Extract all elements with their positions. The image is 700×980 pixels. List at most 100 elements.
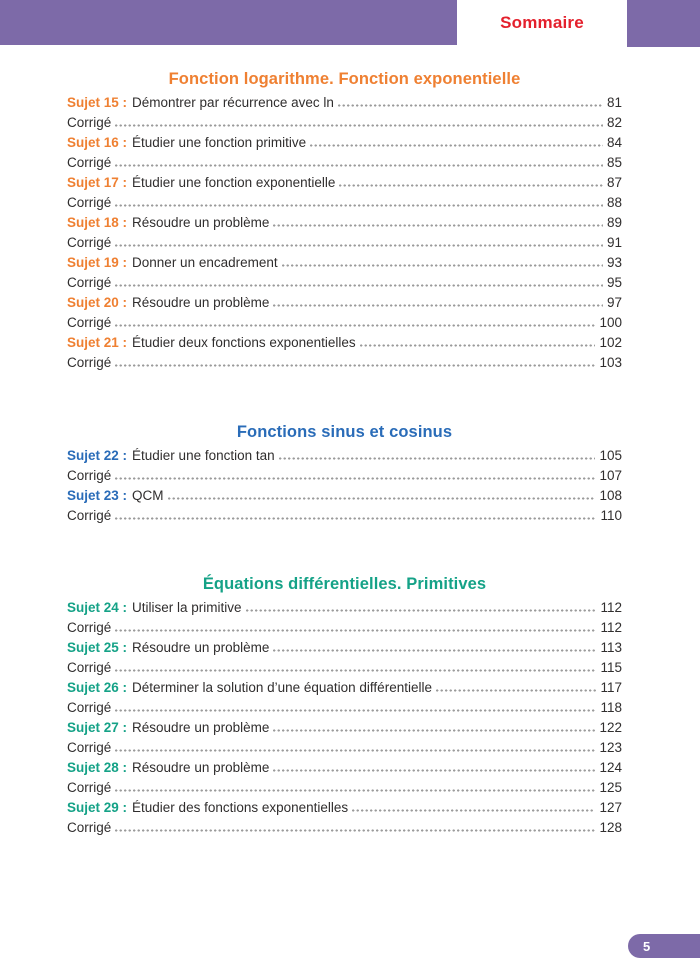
entry-page-number: 115 [600, 660, 622, 675]
dot-leader [115, 284, 603, 287]
entry-subject-label: Sujet 15 : [67, 95, 128, 110]
entry-text: Résoudre un problème [132, 760, 270, 775]
entry-subject-label: Sujet 16 : [67, 135, 128, 150]
toc-rows: Sujet 24 : Utiliser la primitive 112 Corrig… [67, 600, 622, 840]
dot-leader [115, 124, 603, 127]
dot-leader [115, 517, 597, 520]
toc-entry: Corrigé 88 [67, 195, 622, 215]
toc-entry: Sujet 23 : QCM 108 [67, 488, 622, 508]
dot-leader [359, 344, 596, 347]
entry-text: Donner un encadrement [132, 255, 278, 270]
entry-page-number: 123 [599, 740, 622, 755]
entry-text: Étudier deux fonctions exponentielles [132, 335, 356, 350]
dot-leader [273, 729, 596, 732]
entry-subject-label: Sujet 17 : [67, 175, 128, 190]
header-bar-left [0, 0, 457, 45]
toc-entry: Sujet 24 : Utiliser la primitive 112 [67, 600, 622, 620]
section-title: Fonctions sinus et cosinus [236, 423, 453, 441]
toc-entry: Corrigé 100 [67, 315, 622, 335]
dot-leader [281, 264, 603, 267]
entry-page-number: 107 [599, 468, 622, 483]
page-title: Sommaire [500, 12, 584, 32]
entry-text: Résoudre un problème [132, 295, 270, 310]
entry-text: Résoudre un problème [132, 720, 270, 735]
entry-text: Corrigé [67, 780, 112, 795]
entry-page-number: 87 [606, 175, 622, 190]
entry-page-number: 125 [599, 780, 622, 795]
entry-subject-label: Sujet 28 : [67, 760, 128, 775]
toc-entry: Corrigé 128 [67, 820, 622, 840]
entry-page-number: 124 [599, 760, 622, 775]
dot-leader [115, 789, 596, 792]
entry-subject-label: Sujet 23 : [67, 488, 128, 503]
entry-text: Corrigé [67, 820, 112, 835]
dot-leader [310, 144, 603, 147]
entry-text: Résoudre un problème [132, 640, 270, 655]
dot-leader [115, 669, 597, 672]
dot-leader [115, 629, 597, 632]
entry-text: Corrigé [67, 155, 112, 170]
toc-entry: Sujet 15 : Démontrer par récurrence avec … [67, 95, 622, 115]
entry-text: Corrigé [67, 355, 112, 370]
toc-entry: Sujet 29 : Étudier des fonctions exponent… [67, 800, 622, 820]
entry-subject-label: Sujet 29 : [67, 800, 128, 815]
entry-text: QCM [132, 488, 164, 503]
toc-entry: Sujet 21 : Étudier deux fonctions exponen… [67, 335, 622, 355]
entry-page-number: 122 [599, 720, 622, 735]
toc-section: Fonction logarithme. Fonction exponentie… [67, 68, 622, 375]
entry-page-number: 88 [606, 195, 622, 210]
entry-text: Corrigé [67, 700, 112, 715]
dot-leader [167, 497, 596, 500]
toc-entry: Sujet 25 : Résoudre un problème 113 [67, 640, 622, 660]
toc-entry: Corrigé 91 [67, 235, 622, 255]
dot-leader [339, 184, 603, 187]
entry-text: Corrigé [67, 115, 112, 130]
toc-entry: Sujet 20 : Résoudre un problème 97 [67, 295, 622, 315]
entry-page-number: 127 [599, 800, 622, 815]
toc-entry: Corrigé 107 [67, 468, 622, 488]
dot-leader [115, 324, 596, 327]
entry-subject-label: Sujet 22 : [67, 448, 128, 463]
toc-entry: Corrigé 112 [67, 620, 622, 640]
entry-text: Corrigé [67, 468, 112, 483]
toc-entry: Corrigé 95 [67, 275, 622, 295]
dot-leader [115, 164, 603, 167]
entry-subject-label: Sujet 26 : [67, 680, 128, 695]
dot-leader [273, 224, 603, 227]
entry-text: Corrigé [67, 660, 112, 675]
entry-page-number: 117 [600, 680, 622, 695]
entry-page-number: 105 [599, 448, 622, 463]
dot-leader [435, 689, 597, 692]
entry-page-number: 82 [606, 115, 622, 130]
entry-page-number: 85 [606, 155, 622, 170]
dot-leader [352, 809, 596, 812]
section-title: Équations différentielles. Primitives [202, 575, 487, 593]
dot-leader [115, 709, 597, 712]
entry-page-number: 113 [600, 640, 622, 655]
entry-page-number: 112 [600, 600, 622, 615]
page-number: 5 [643, 938, 651, 954]
dot-leader [273, 769, 596, 772]
toc-section: Fonctions sinus et cosinus Sujet 22 : Étud… [67, 421, 622, 528]
toc-section: Équations différentielles. Primitives Suj… [67, 573, 622, 840]
toc-entry: Corrigé 118 [67, 700, 622, 720]
entry-subject-label: Sujet 21 : [67, 335, 128, 350]
toc-entry: Sujet 22 : Étudier une fonction tan 105 [67, 448, 622, 468]
toc-entry: Corrigé 110 [67, 508, 622, 528]
dot-leader [273, 304, 603, 307]
header-bar-right [627, 0, 700, 47]
entry-text: Corrigé [67, 508, 112, 523]
toc-entry: Sujet 26 : Déterminer la solution d’une é… [67, 680, 622, 700]
entry-subject-label: Sujet 27 : [67, 720, 128, 735]
entry-text: Déterminer la solution d’une équation di… [132, 680, 432, 695]
entry-page-number: 81 [606, 95, 622, 110]
dot-leader [273, 649, 597, 652]
entry-page-number: 95 [606, 275, 622, 290]
entry-subject-label: Sujet 18 : [67, 215, 128, 230]
entry-page-number: 102 [599, 335, 622, 350]
dot-leader [278, 457, 596, 460]
entry-subject-label: Sujet 25 : [67, 640, 128, 655]
dot-leader [245, 609, 597, 612]
entry-page-number: 108 [599, 488, 622, 503]
toc-rows: Sujet 22 : Étudier une fonction tan 105 Cor… [67, 448, 622, 528]
